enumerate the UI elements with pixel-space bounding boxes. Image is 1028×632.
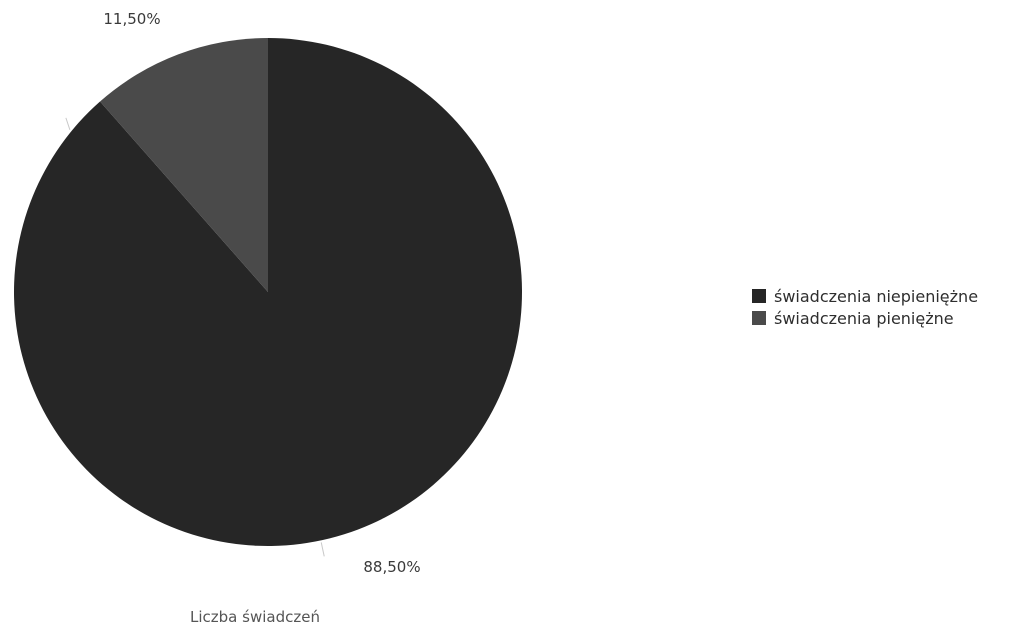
chart-title: Liczba świadczeń	[190, 608, 320, 626]
slice-leader-lines	[65, 117, 325, 557]
slice-label-2: 11,50%	[103, 10, 160, 28]
legend-swatch-1	[752, 289, 766, 303]
legend: świadczenia niepieniężne świadczenia pien…	[752, 287, 978, 328]
pie-slices	[13, 38, 522, 547]
legend-label-2: świadczenia pieniężne	[774, 309, 954, 328]
pie-slice-1	[13, 38, 522, 547]
slice-label-1: 88,50%	[363, 558, 420, 576]
slice-labels: 88,50% 11,50%	[103, 10, 420, 576]
pie-slice-2	[100, 38, 268, 292]
legend-label-1: świadczenia niepieniężne	[774, 287, 978, 306]
leader-line-2	[65, 117, 71, 131]
leader-line-1	[320, 542, 325, 557]
legend-swatch-2	[752, 311, 766, 325]
